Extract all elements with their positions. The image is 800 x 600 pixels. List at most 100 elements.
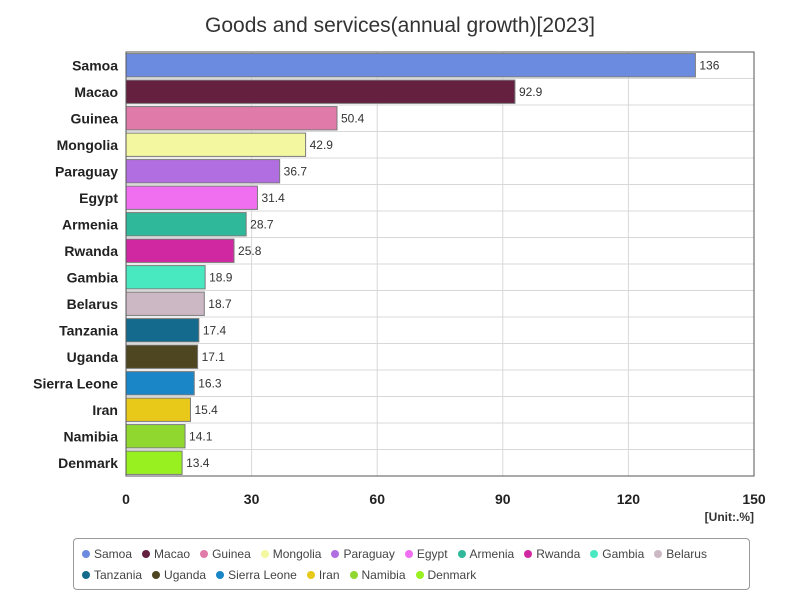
category-label: Sierra Leone [33, 375, 118, 391]
x-tick-label: 30 [244, 491, 260, 507]
bar [125, 238, 235, 263]
legend-label: Uganda [164, 567, 207, 582]
plot-border [125, 51, 755, 477]
bar [125, 212, 247, 237]
bar [125, 291, 205, 316]
legend-label: Sierra Leone [228, 567, 297, 582]
category-label: Namibia [64, 428, 119, 444]
chart-title: Goods and services(annual growth)[2023] [205, 14, 595, 37]
data-label: 28.7 [250, 217, 274, 231]
category-label: Uganda [67, 349, 119, 365]
legend-label: Paraguay [343, 546, 395, 561]
category-label: Samoa [72, 57, 118, 73]
category-label: Belarus [67, 296, 119, 312]
legend-swatch [404, 549, 413, 558]
bar [125, 265, 206, 290]
x-tick-label: 90 [495, 491, 511, 507]
data-label: 17.4 [203, 323, 227, 337]
legend-swatch [590, 549, 599, 558]
legend-label: Namibia [361, 567, 406, 582]
data-label: 14.1 [189, 429, 213, 443]
bar [125, 424, 186, 449]
legend-item[interactable]: Paraguay [331, 543, 395, 564]
bar [125, 79, 516, 104]
legend-item[interactable]: Mongolia [260, 543, 322, 564]
legend-swatch [260, 549, 269, 558]
legend-item[interactable]: Denmark [415, 564, 477, 585]
bar [125, 371, 195, 396]
category-label: Armenia [62, 216, 118, 232]
legend-item[interactable]: Armenia [457, 543, 515, 564]
bar [125, 450, 183, 475]
data-label: 15.4 [194, 403, 218, 417]
legend-swatch [200, 549, 209, 558]
legend-item[interactable]: Tanzania [82, 564, 142, 585]
legend-swatch [142, 549, 151, 558]
unit-label: [Unit:.%] [705, 510, 754, 524]
data-label: 13.4 [186, 456, 210, 470]
legend-label: Rwanda [536, 546, 581, 561]
legend-label: Egypt [416, 546, 448, 561]
bar [125, 185, 258, 210]
category-label: Gambia [67, 269, 119, 285]
data-label: 136 [699, 58, 719, 72]
legend-item[interactable]: Namibia [349, 564, 406, 585]
data-label: 25.8 [238, 244, 262, 258]
bar [125, 132, 307, 157]
bar [125, 318, 200, 343]
legend-swatch [457, 549, 466, 558]
legend-item[interactable]: Iran [306, 564, 340, 585]
legend-item[interactable]: Samoa [82, 543, 132, 564]
category-label: Guinea [71, 110, 119, 126]
legend-label: Denmark [427, 567, 477, 582]
data-label: 42.9 [310, 138, 334, 152]
data-label: 50.4 [341, 111, 365, 125]
data-label: 18.7 [208, 297, 232, 311]
legend-swatch [331, 549, 340, 558]
legend-label: Guinea [212, 546, 251, 561]
legend-swatch [524, 549, 533, 558]
legend-swatch [415, 570, 424, 579]
legend-item[interactable]: Gambia [590, 543, 644, 564]
data-label: 17.1 [202, 350, 226, 364]
category-label: Denmark [58, 455, 118, 471]
legend-label: Belarus [666, 546, 707, 561]
bar [125, 106, 338, 131]
category-label: Tanzania [59, 322, 118, 338]
legend-swatch [216, 570, 225, 579]
data-label: 92.9 [519, 85, 543, 99]
bar [125, 159, 281, 184]
legend-swatch [349, 570, 358, 579]
category-label: Iran [92, 402, 118, 418]
bar [125, 344, 199, 369]
legend-item[interactable]: Egypt [404, 543, 448, 564]
legend-label: Macao [154, 546, 191, 561]
data-label: 16.3 [198, 376, 222, 390]
chart-legend: Samoa Macao Guinea Mongolia Paraguay Egypt Arm… [73, 538, 750, 590]
legend-swatch [82, 549, 90, 558]
category-label: Mongolia [57, 137, 119, 153]
legend-item[interactable]: Macao [142, 543, 190, 564]
legend-swatch [82, 570, 90, 579]
data-label: 36.7 [284, 164, 308, 178]
bar [125, 53, 696, 78]
legend-item[interactable]: Guinea [200, 543, 251, 564]
data-label: 18.9 [209, 270, 233, 284]
x-tick-label: 120 [617, 491, 641, 507]
legend-item[interactable]: Belarus [654, 543, 707, 564]
legend-label: Armenia [469, 546, 515, 561]
legend-swatch [654, 549, 663, 558]
legend-label: Tanzania [94, 567, 143, 582]
legend-label: Samoa [94, 546, 133, 561]
legend-label: Mongolia [272, 546, 322, 561]
category-label: Rwanda [64, 243, 118, 259]
x-tick-label: 60 [369, 491, 385, 507]
category-label: Paraguay [55, 163, 118, 179]
legend-item[interactable]: Sierra Leone [216, 564, 297, 585]
legend-item[interactable]: Uganda [152, 564, 206, 585]
legend-item[interactable]: Rwanda [524, 543, 580, 564]
legend-label: Iran [318, 567, 340, 582]
data-label: 31.4 [261, 191, 285, 205]
category-label: Macao [74, 84, 118, 100]
legend-swatch [152, 570, 161, 579]
